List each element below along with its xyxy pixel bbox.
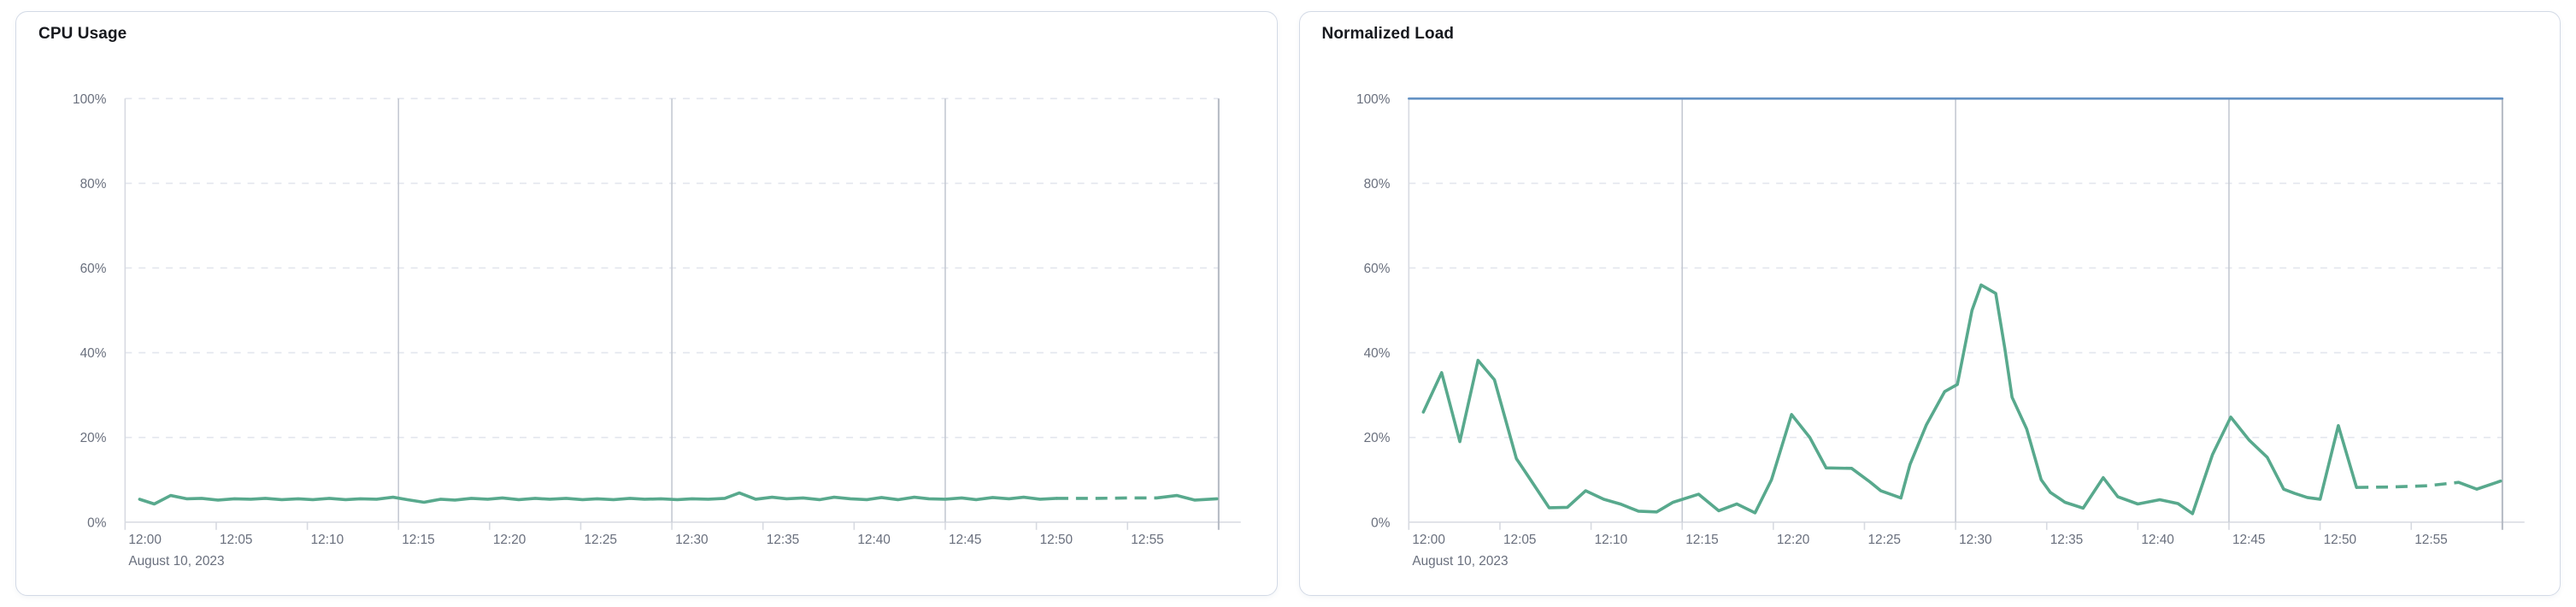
x-tick-label: 12:15: [1685, 533, 1719, 547]
panel-title-cpu-usage: CPU Usage: [38, 25, 127, 43]
y-tick-label: 100%: [73, 92, 107, 107]
x-tick-label: 12:00: [1412, 533, 1445, 547]
x-tick-label: 12:50: [2323, 533, 2356, 547]
panel-cpu-usage: CPU Usage 12:00 12:05 12:10 12:15 12:20 12:25…: [15, 11, 1278, 596]
x-tick-label: 12:45: [949, 533, 982, 547]
date-label: August 10, 2023: [128, 554, 224, 569]
y-tick-label: 0%: [87, 516, 107, 530]
x-tick-label: 12:25: [1867, 533, 1901, 547]
x-tick-label: 12:05: [1503, 533, 1536, 547]
panel-normalized-load: Normalized Load 12:00 12:05 12:10 12:15 12:2…: [1298, 11, 2561, 596]
date-label: August 10, 2023: [1412, 554, 1508, 569]
y-tick-label: 60%: [80, 262, 107, 276]
y-tick-label: 100%: [1356, 92, 1391, 107]
x-tick-label: 12:40: [2141, 533, 2174, 547]
x-tick-label: 12:35: [2050, 533, 2083, 547]
x-tick-label: 12:35: [767, 533, 800, 547]
x-tick-label: 12:25: [584, 533, 617, 547]
y-tick-label: 40%: [1363, 346, 1390, 361]
x-tick-label: 12:55: [2414, 533, 2448, 547]
x-tick-label: 12:30: [1959, 533, 1992, 547]
x-tick-label: 12:10: [311, 533, 344, 547]
y-tick-label: 20%: [80, 431, 107, 445]
series-normalized-load-dashed-segment: [2355, 480, 2459, 489]
series-normalized-load-line: [2456, 479, 2502, 491]
series-cpu-usage-line: [138, 491, 1058, 506]
chart-svg: 12:00 12:05 12:10 12:15 12:20 12:25 12:30 12:35…: [1356, 92, 2525, 569]
panel-title-normalized-load: Normalized Load: [1321, 25, 1455, 43]
x-tick-label: 12:45: [2232, 533, 2265, 547]
y-tick-label: 80%: [1363, 177, 1390, 192]
y-tick-label: 80%: [80, 177, 107, 192]
x-tick-label: 12:40: [857, 533, 891, 547]
y-tick-label: 60%: [1363, 262, 1390, 276]
x-tick-label: 12:05: [220, 533, 253, 547]
x-tick-label: 12:20: [493, 533, 526, 547]
chart-svg: 12:00 12:05 12:10 12:15 12:20 12:25 12:30 12:35…: [73, 92, 1241, 569]
x-tick-label: 12:00: [128, 533, 162, 547]
y-tick-label: 20%: [1363, 431, 1390, 445]
x-tick-label: 12:15: [402, 533, 435, 547]
y-tick-label: 0%: [1371, 516, 1391, 530]
x-tick-label: 12:10: [1594, 533, 1627, 547]
x-tick-label: 12:55: [1131, 533, 1164, 547]
x-tick-label: 12:50: [1040, 533, 1073, 547]
x-tick-label: 12:30: [675, 533, 709, 547]
x-tick-label: 12:20: [1776, 533, 1809, 547]
series-cpu-usage-line: [1155, 493, 1219, 502]
cpu-usage-chart[interactable]: 12:00 12:05 12:10 12:15 12:20 12:25 12:30 12:35…: [16, 12, 1277, 595]
normalized-load-chart[interactable]: 12:00 12:05 12:10 12:15 12:20 12:25 12:30 12:35…: [1300, 12, 2561, 595]
y-tick-label: 40%: [80, 346, 107, 361]
series-normalized-load-line: [1421, 283, 2358, 516]
